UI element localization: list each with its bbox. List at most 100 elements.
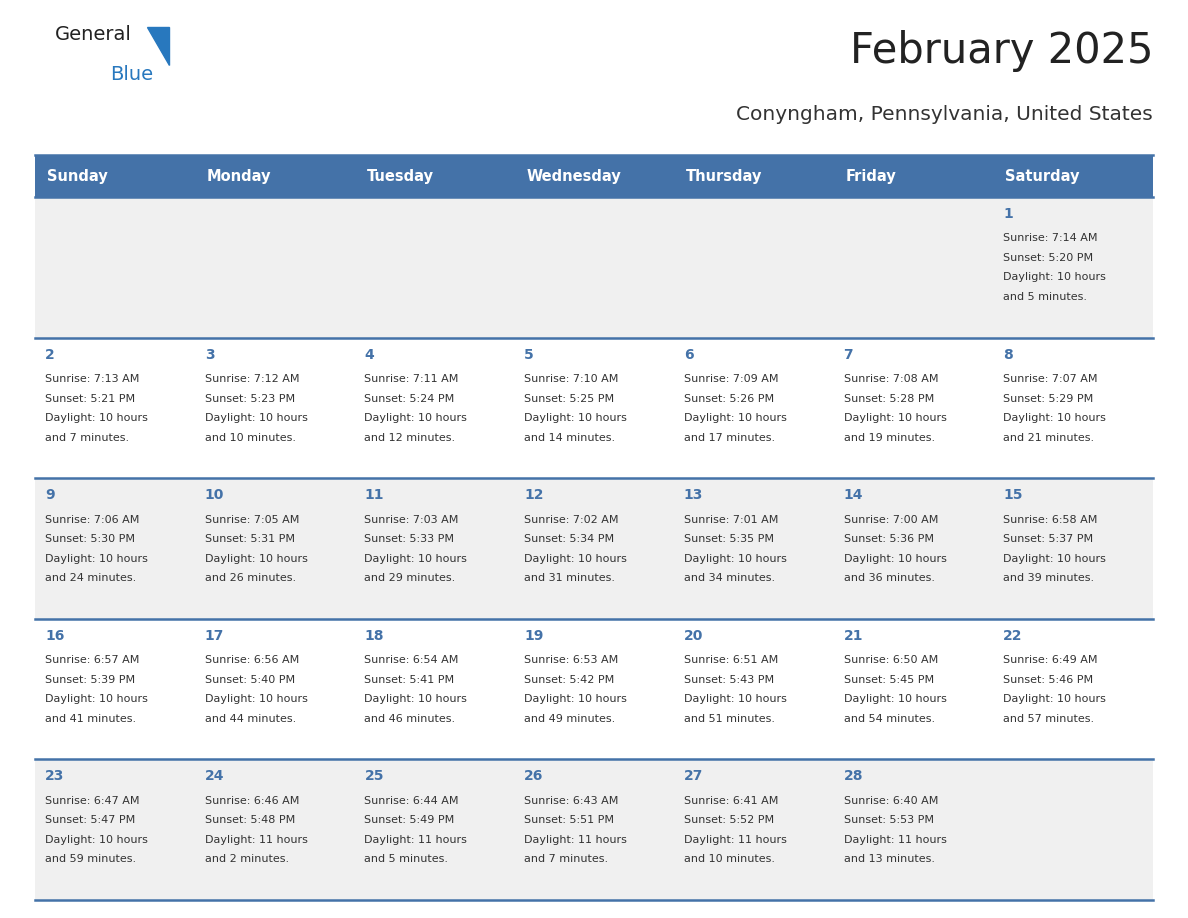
FancyBboxPatch shape [34,155,195,197]
FancyBboxPatch shape [674,338,834,478]
Text: 24: 24 [204,769,225,783]
Text: 11: 11 [365,488,384,502]
Text: Sunrise: 6:57 AM: Sunrise: 6:57 AM [45,655,139,666]
Text: Daylight: 10 hours: Daylight: 10 hours [684,554,786,564]
Text: 19: 19 [524,629,544,643]
Text: Sunrise: 7:10 AM: Sunrise: 7:10 AM [524,375,619,384]
Text: Sunset: 5:40 PM: Sunset: 5:40 PM [204,675,295,685]
FancyBboxPatch shape [993,478,1154,619]
FancyBboxPatch shape [34,619,195,759]
Text: Daylight: 10 hours: Daylight: 10 hours [204,554,308,564]
Text: and 41 minutes.: and 41 minutes. [45,714,137,723]
Text: Tuesday: Tuesday [366,169,434,184]
Text: 2: 2 [45,348,55,362]
FancyBboxPatch shape [993,197,1154,338]
FancyBboxPatch shape [34,197,195,338]
Text: Daylight: 10 hours: Daylight: 10 hours [365,554,467,564]
Text: 9: 9 [45,488,55,502]
FancyBboxPatch shape [834,759,993,900]
Text: 28: 28 [843,769,862,783]
Text: 21: 21 [843,629,862,643]
Text: Sunrise: 6:49 AM: Sunrise: 6:49 AM [1004,655,1098,666]
Text: and 12 minutes.: and 12 minutes. [365,432,455,442]
Text: Daylight: 10 hours: Daylight: 10 hours [684,413,786,423]
Text: 23: 23 [45,769,64,783]
Text: and 13 minutes.: and 13 minutes. [843,855,935,865]
FancyBboxPatch shape [993,759,1154,900]
Text: and 57 minutes.: and 57 minutes. [1004,714,1094,723]
Text: Sunrise: 7:06 AM: Sunrise: 7:06 AM [45,515,139,525]
FancyBboxPatch shape [354,197,514,338]
Text: 12: 12 [524,488,544,502]
Text: Daylight: 11 hours: Daylight: 11 hours [204,834,308,845]
Text: Daylight: 10 hours: Daylight: 10 hours [684,694,786,704]
FancyBboxPatch shape [834,478,993,619]
Text: Daylight: 10 hours: Daylight: 10 hours [1004,273,1106,283]
Text: Sunrise: 6:56 AM: Sunrise: 6:56 AM [204,655,299,666]
Text: Sunset: 5:31 PM: Sunset: 5:31 PM [204,534,295,544]
Text: and 10 minutes.: and 10 minutes. [204,432,296,442]
Text: Sunset: 5:37 PM: Sunset: 5:37 PM [1004,534,1093,544]
Text: Sunrise: 6:54 AM: Sunrise: 6:54 AM [365,655,459,666]
Text: Daylight: 10 hours: Daylight: 10 hours [1004,694,1106,704]
FancyBboxPatch shape [674,197,834,338]
Text: Sunset: 5:23 PM: Sunset: 5:23 PM [204,394,295,404]
Text: 27: 27 [684,769,703,783]
Text: Daylight: 11 hours: Daylight: 11 hours [684,834,786,845]
Text: Sunset: 5:53 PM: Sunset: 5:53 PM [843,815,934,825]
Text: 4: 4 [365,348,374,362]
FancyBboxPatch shape [354,478,514,619]
Text: Sunset: 5:46 PM: Sunset: 5:46 PM [1004,675,1093,685]
Text: Friday: Friday [846,169,896,184]
Text: and 46 minutes.: and 46 minutes. [365,714,455,723]
FancyBboxPatch shape [354,619,514,759]
Text: Sunset: 5:34 PM: Sunset: 5:34 PM [524,534,614,544]
Text: Daylight: 10 hours: Daylight: 10 hours [1004,413,1106,423]
Text: Daylight: 11 hours: Daylight: 11 hours [365,834,467,845]
FancyBboxPatch shape [674,155,834,197]
Text: 17: 17 [204,629,225,643]
Text: Monday: Monday [207,169,271,184]
Text: Sunset: 5:26 PM: Sunset: 5:26 PM [684,394,775,404]
Text: Sunrise: 7:13 AM: Sunrise: 7:13 AM [45,375,139,384]
Text: Sunrise: 7:07 AM: Sunrise: 7:07 AM [1004,375,1098,384]
Text: Daylight: 10 hours: Daylight: 10 hours [843,554,947,564]
Text: and 19 minutes.: and 19 minutes. [843,432,935,442]
FancyBboxPatch shape [834,619,993,759]
Text: and 59 minutes.: and 59 minutes. [45,855,137,865]
Text: Sunrise: 7:09 AM: Sunrise: 7:09 AM [684,375,778,384]
Text: Sunset: 5:51 PM: Sunset: 5:51 PM [524,815,614,825]
Text: Sunset: 5:39 PM: Sunset: 5:39 PM [45,675,135,685]
Text: Daylight: 10 hours: Daylight: 10 hours [524,413,627,423]
Text: Sunrise: 7:11 AM: Sunrise: 7:11 AM [365,375,459,384]
Text: Sunrise: 6:44 AM: Sunrise: 6:44 AM [365,796,459,806]
Text: Daylight: 10 hours: Daylight: 10 hours [524,694,627,704]
Text: Sunset: 5:28 PM: Sunset: 5:28 PM [843,394,934,404]
FancyBboxPatch shape [34,338,195,478]
Text: 7: 7 [843,348,853,362]
Text: and 44 minutes.: and 44 minutes. [204,714,296,723]
Text: Daylight: 11 hours: Daylight: 11 hours [843,834,947,845]
Text: Daylight: 10 hours: Daylight: 10 hours [204,694,308,704]
Text: Sunday: Sunday [48,169,108,184]
Text: Sunset: 5:20 PM: Sunset: 5:20 PM [1004,253,1093,263]
FancyBboxPatch shape [195,759,354,900]
Text: and 10 minutes.: and 10 minutes. [684,855,775,865]
FancyBboxPatch shape [34,759,195,900]
FancyBboxPatch shape [834,197,993,338]
Text: 15: 15 [1004,488,1023,502]
Text: 22: 22 [1004,629,1023,643]
FancyBboxPatch shape [354,155,514,197]
Text: and 14 minutes.: and 14 minutes. [524,432,615,442]
Text: Thursday: Thursday [685,169,763,184]
Text: Daylight: 10 hours: Daylight: 10 hours [45,413,147,423]
Text: 13: 13 [684,488,703,502]
Text: Sunrise: 7:12 AM: Sunrise: 7:12 AM [204,375,299,384]
FancyBboxPatch shape [993,338,1154,478]
Text: Daylight: 11 hours: Daylight: 11 hours [524,834,627,845]
FancyBboxPatch shape [354,759,514,900]
FancyBboxPatch shape [993,155,1154,197]
Text: and 2 minutes.: and 2 minutes. [204,855,289,865]
Text: Sunset: 5:24 PM: Sunset: 5:24 PM [365,394,455,404]
FancyBboxPatch shape [195,478,354,619]
